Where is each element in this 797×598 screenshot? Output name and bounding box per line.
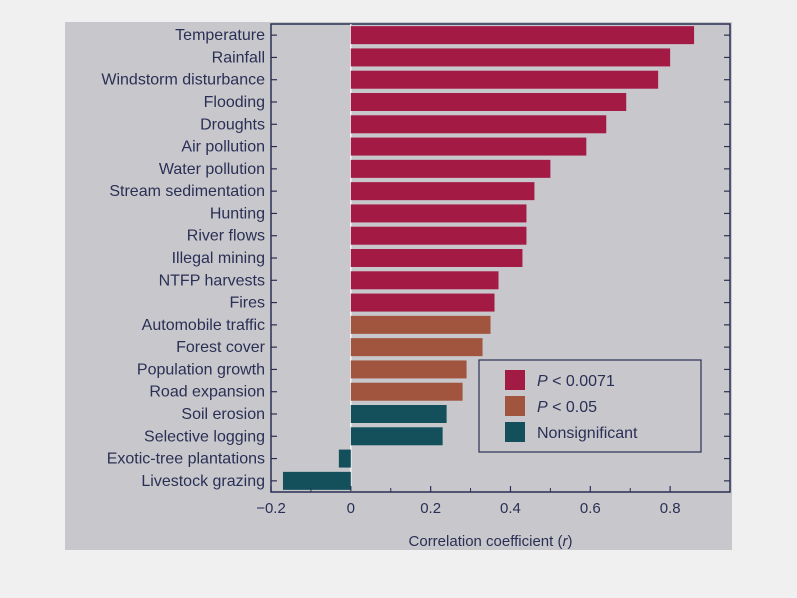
bar: [350, 226, 527, 245]
category-label: Windstorm disturbance: [101, 72, 265, 89]
category-label: Exotic-tree plantations: [107, 451, 265, 468]
category-label: Livestock grazing: [141, 473, 265, 490]
legend-swatch: [505, 396, 525, 416]
bar: [350, 204, 527, 223]
x-axis-title: Correlation coefficient (r): [409, 533, 573, 550]
category-label: Air pollution: [181, 139, 265, 156]
legend-label: P < 0.05: [537, 399, 597, 416]
bar: [350, 93, 627, 111]
category-label: Soil erosion: [181, 406, 265, 423]
x-tick-label: 0.2: [420, 500, 441, 517]
bar: [350, 427, 443, 446]
bar: [350, 182, 535, 201]
correlation-bar-chart: Temperature Rainfall Windstorm disturbance…: [101, 23, 731, 550]
x-tick-label: 0.4: [500, 500, 521, 517]
bar: [350, 249, 523, 267]
legend-swatch: [505, 370, 525, 390]
category-label: Water pollution: [159, 161, 265, 178]
legend-label: Nonsignificant: [537, 425, 638, 442]
category-label: Road expansion: [149, 384, 265, 401]
bar: [350, 48, 671, 67]
bar: [350, 315, 491, 334]
category-label: Rainfall: [212, 49, 265, 66]
bar: [350, 26, 695, 45]
bar: [350, 137, 587, 156]
chart-figure: Temperature Rainfall Windstorm disturbance…: [65, 22, 732, 550]
legend-swatch: [505, 422, 525, 442]
legend-box: [478, 359, 702, 453]
x-tick-label: −0.2: [256, 500, 286, 517]
category-label: Fires: [229, 295, 265, 312]
bar: [350, 382, 463, 401]
category-label: NTFP harvests: [159, 272, 265, 289]
bar: [350, 159, 551, 178]
category-label: Selective logging: [144, 428, 265, 445]
category-label: Forest cover: [176, 339, 266, 356]
category-label: Illegal mining: [172, 250, 265, 267]
x-tick-label: 0: [347, 500, 355, 517]
category-label: Hunting: [210, 205, 265, 222]
x-tick-label: 0.6: [580, 500, 601, 517]
category-label: River flows: [187, 228, 265, 245]
category-label: Droughts: [200, 116, 265, 133]
x-tick-label: 0.8: [660, 500, 681, 517]
bar: [282, 471, 351, 490]
bar: [350, 271, 499, 290]
bar: [350, 293, 495, 312]
category-label: Automobile traffic: [142, 317, 265, 334]
category-label: Population growth: [137, 361, 265, 378]
bar: [350, 360, 467, 379]
category-label: Temperature: [175, 27, 265, 44]
legend-label: P < 0.0071: [537, 373, 615, 390]
bar: [350, 70, 659, 89]
category-label: Flooding: [204, 94, 265, 111]
bar: [350, 115, 607, 134]
bar: [350, 338, 483, 357]
bar: [338, 449, 351, 468]
category-label: Stream sedimentation: [109, 183, 265, 200]
bar: [350, 405, 447, 423]
